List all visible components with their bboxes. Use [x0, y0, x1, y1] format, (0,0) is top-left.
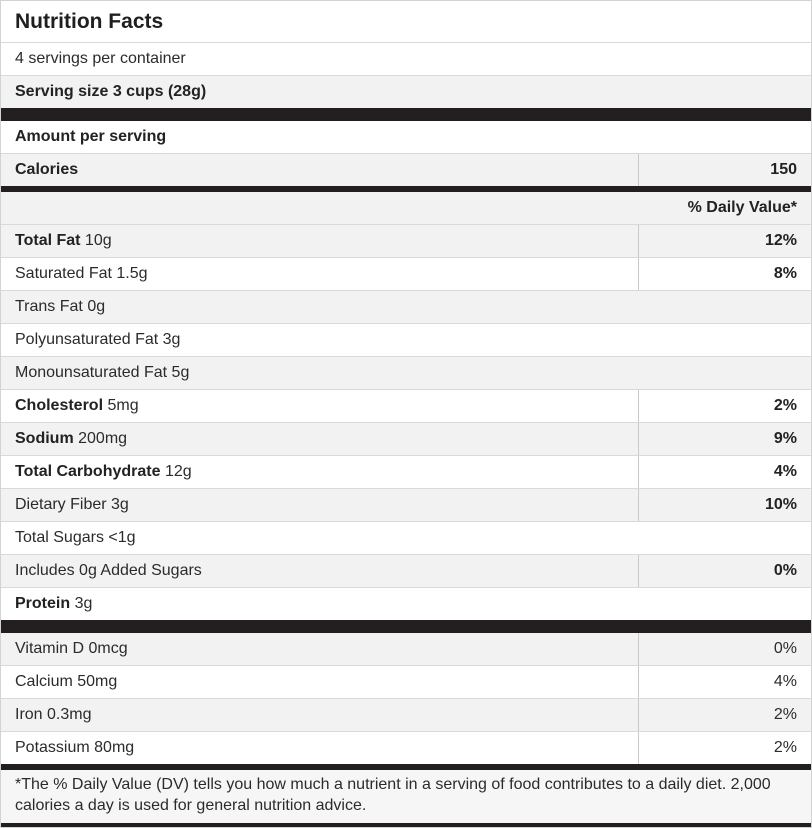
calories-row: Calories 150 — [1, 153, 811, 186]
nutrient-label: Polyunsaturated Fat 3g — [15, 331, 181, 348]
amount-per-serving-text: Amount per serving — [15, 128, 167, 145]
bottom-edge-bar — [1, 823, 811, 827]
nutrient-daily-value: 4% — [638, 666, 811, 698]
nutrient-label: Sodium 200mg — [15, 430, 128, 447]
page-title: Nutrition Facts — [15, 10, 164, 33]
nutrient-row: Sodium 200mg 9% — [1, 422, 811, 455]
nutrient-daily-value: 9% — [638, 423, 811, 455]
nutrient-row: Total Carbohydrate 12g 4% — [1, 455, 811, 488]
thick-separator-bar — [1, 108, 811, 121]
nutrient-row: Protein 3g — [1, 587, 811, 620]
label-title-row: Nutrition Facts — [1, 1, 811, 42]
nutrient-daily-value: 2% — [638, 699, 811, 731]
thick-separator-bar — [1, 620, 811, 633]
servings-per-container-text: 4 servings per container — [15, 50, 186, 67]
nutrient-daily-value: 2% — [638, 390, 811, 422]
nutrient-row: Cholesterol 5mg 2% — [1, 389, 811, 422]
nutrient-label: Total Sugars <1g — [15, 529, 136, 546]
nutrient-row: Iron 0.3mg 2% — [1, 698, 811, 731]
nutrient-label: Iron 0.3mg — [15, 706, 92, 723]
nutrient-daily-value: 10% — [638, 489, 811, 521]
servings-per-container-row: 4 servings per container — [1, 42, 811, 75]
nutrient-row: Potassium 80mg 2% — [1, 731, 811, 764]
nutrient-label: Protein 3g — [15, 595, 93, 612]
daily-value-header-text: % Daily Value* — [687, 199, 797, 216]
nutrient-row: Vitamin D 0mcg 0% — [1, 633, 811, 665]
nutrient-row: Total Sugars <1g — [1, 521, 811, 554]
nutrient-label: Total Fat 10g — [15, 232, 112, 249]
thin-separator-bar — [1, 764, 811, 770]
amount-per-serving-row: Amount per serving — [1, 121, 811, 153]
nutrient-daily-value: 12% — [638, 225, 811, 257]
nutrient-daily-value: 0% — [638, 555, 811, 587]
serving-size-row: Serving size 3 cups (28g) — [1, 75, 811, 108]
nutrient-label: Cholesterol 5mg — [15, 397, 139, 414]
nutrient-label: Trans Fat 0g — [15, 298, 106, 315]
calories-value: 150 — [638, 154, 811, 186]
nutrients-section: Total Fat 10g 12% Saturated Fat 1.5g 8% Tran… — [1, 224, 811, 620]
nutrient-label: Includes 0g Added Sugars — [15, 562, 202, 579]
nutrient-label: Total Carbohydrate 12g — [15, 463, 192, 480]
nutrient-row: Total Fat 10g 12% — [1, 224, 811, 257]
nutrient-label: Saturated Fat 1.5g — [15, 265, 148, 282]
daily-value-footnote: *The % Daily Value (DV) tells you how mu… — [1, 770, 811, 823]
nutrient-label: Monounsaturated Fat 5g — [15, 364, 190, 381]
calories-label: Calories — [15, 161, 79, 178]
nutrient-row: Calcium 50mg 4% — [1, 665, 811, 698]
nutrient-row: Monounsaturated Fat 5g — [1, 356, 811, 389]
nutrient-row: Saturated Fat 1.5g 8% — [1, 257, 811, 290]
nutrient-row: Trans Fat 0g — [1, 290, 811, 323]
nutrient-label: Potassium 80mg — [15, 739, 135, 756]
nutrient-label: Vitamin D 0mcg — [15, 640, 128, 657]
thin-separator-bar — [1, 186, 811, 192]
nutrient-label: Calcium 50mg — [15, 673, 118, 690]
nutrient-row: Dietary Fiber 3g 10% — [1, 488, 811, 521]
nutrient-row: Includes 0g Added Sugars 0% — [1, 554, 811, 587]
serving-size-text: Serving size 3 cups (28g) — [15, 83, 207, 100]
nutrient-daily-value: 2% — [638, 732, 811, 764]
nutrient-daily-value: 8% — [638, 258, 811, 290]
nutrient-daily-value: 4% — [638, 456, 811, 488]
nutrient-label: Dietary Fiber 3g — [15, 496, 129, 513]
vitamins-section: Vitamin D 0mcg 0% Calcium 50mg 4% Iron 0.3mg… — [1, 633, 811, 764]
daily-value-header-row: % Daily Value* — [1, 192, 811, 224]
nutrient-daily-value: 0% — [638, 633, 811, 665]
nutrient-row: Polyunsaturated Fat 3g — [1, 323, 811, 356]
